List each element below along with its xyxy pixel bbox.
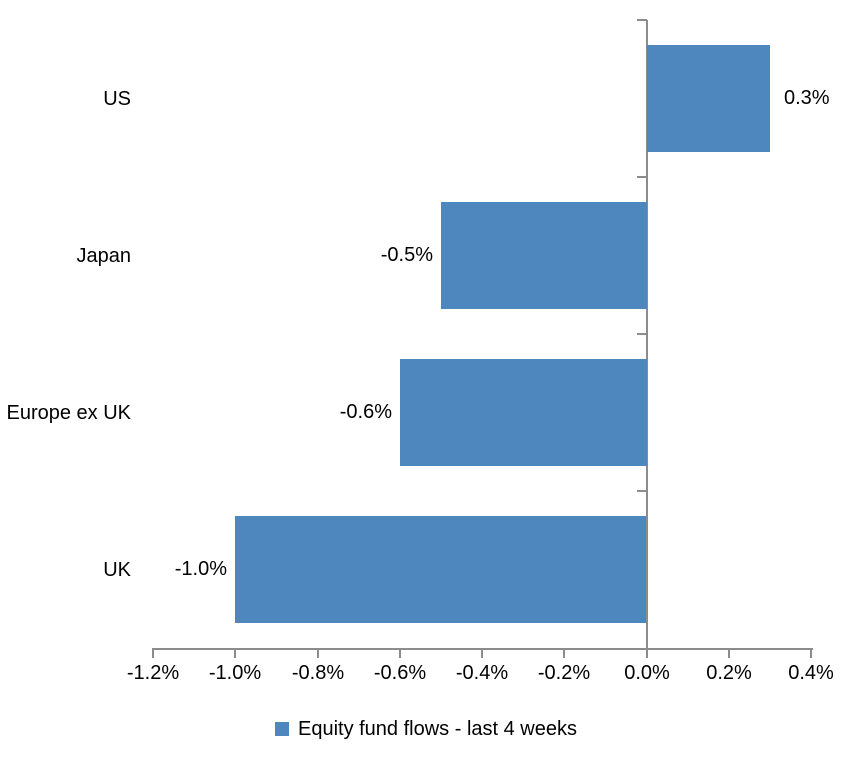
x-axis-tick [481, 648, 483, 658]
category-axis-line [646, 20, 648, 658]
bar-us [647, 45, 770, 152]
category-label-uk: UK [103, 559, 131, 581]
legend-label: Equity fund flows - last 4 weeks [297, 717, 577, 740]
category-axis-tick [637, 176, 647, 178]
bar-europe-ex-uk [400, 359, 647, 466]
x-axis-tick-label: 0.4% [788, 662, 834, 684]
x-axis-tick-label: 0.0% [624, 662, 670, 684]
x-axis-tick [563, 648, 565, 658]
category-label-us: US [103, 88, 131, 110]
x-axis-tick [728, 648, 730, 658]
value-label-uk: -1.0% [174, 558, 227, 580]
x-axis-tick [152, 648, 154, 658]
legend-swatch-icon [274, 722, 289, 736]
category-label-japan: Japan [76, 245, 132, 267]
x-axis-tick-label: 0.2% [706, 662, 752, 684]
bar-japan [441, 202, 647, 309]
category-axis-tick [637, 19, 647, 21]
value-label-us: 0.3% [784, 87, 830, 109]
x-axis-tick [317, 648, 319, 658]
legend: Equity fund flows - last 4 weeks [0, 714, 852, 744]
x-axis-tick [234, 648, 236, 658]
x-axis-tick-label: -1.2% [126, 662, 180, 684]
value-label-japan: -0.5% [380, 244, 433, 266]
x-axis-tick-label: -0.8% [291, 662, 345, 684]
x-axis-tick [810, 648, 812, 658]
category-axis-tick [637, 333, 647, 335]
bar-uk [235, 516, 646, 623]
category-label-europe-ex-uk: Europe ex UK [6, 402, 131, 424]
x-axis-tick-label: -0.4% [455, 662, 509, 684]
x-axis-tick [399, 648, 401, 658]
category-axis-tick [637, 490, 647, 492]
x-axis-tick-label: -0.6% [373, 662, 427, 684]
value-label-europe-ex-uk: -0.6% [339, 401, 392, 423]
x-axis-tick-label: -0.2% [537, 662, 591, 684]
x-axis-tick-label: -1.0% [208, 662, 262, 684]
